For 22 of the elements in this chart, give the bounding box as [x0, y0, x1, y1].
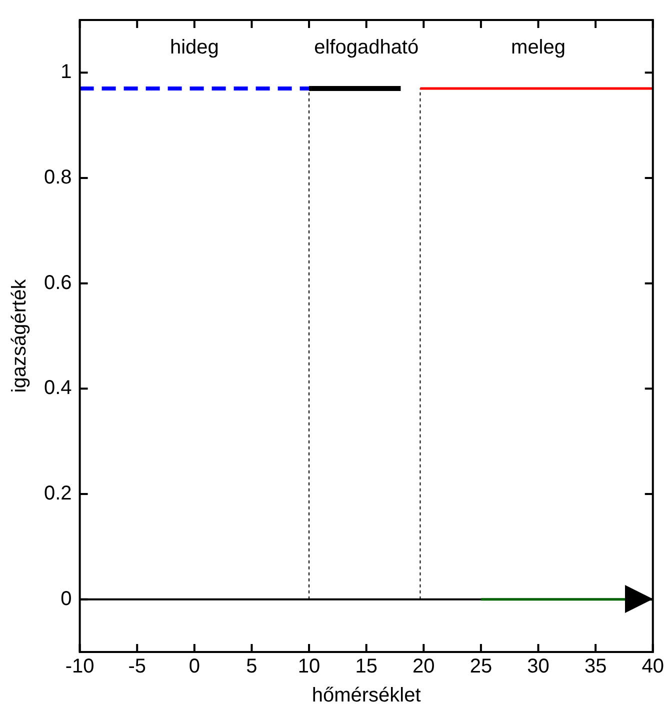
annotation: hideg — [170, 36, 219, 59]
annotation: meleg — [511, 36, 566, 59]
y-tick-label: 0.6 — [44, 272, 72, 294]
x-tick-label: 25 — [470, 656, 492, 678]
x-tick-label: 0 — [188, 656, 200, 678]
x-tick-label: 20 — [412, 656, 435, 678]
x-tick-label: 30 — [527, 656, 550, 678]
x-tick-label: 35 — [584, 656, 607, 678]
x-tick-label: 40 — [642, 656, 664, 678]
x-tick-label: 5 — [246, 656, 258, 678]
y-tick-label: 0.4 — [44, 377, 72, 400]
x-tick-label: -5 — [128, 656, 146, 678]
y-tick-label: 1 — [60, 61, 72, 84]
x-tick-label: 15 — [355, 656, 378, 678]
y-axis-title: igazságérték — [8, 278, 31, 393]
x-tick-label: 10 — [298, 656, 320, 678]
annotation: elfogadható — [314, 36, 419, 59]
x-axis-title: hőmérséklet — [312, 684, 422, 707]
y-tick-label: 0.2 — [44, 482, 72, 505]
x-tick-label: -10 — [65, 656, 94, 678]
y-tick-label: 0 — [60, 588, 72, 610]
y-tick-label: 0.8 — [44, 166, 72, 189]
